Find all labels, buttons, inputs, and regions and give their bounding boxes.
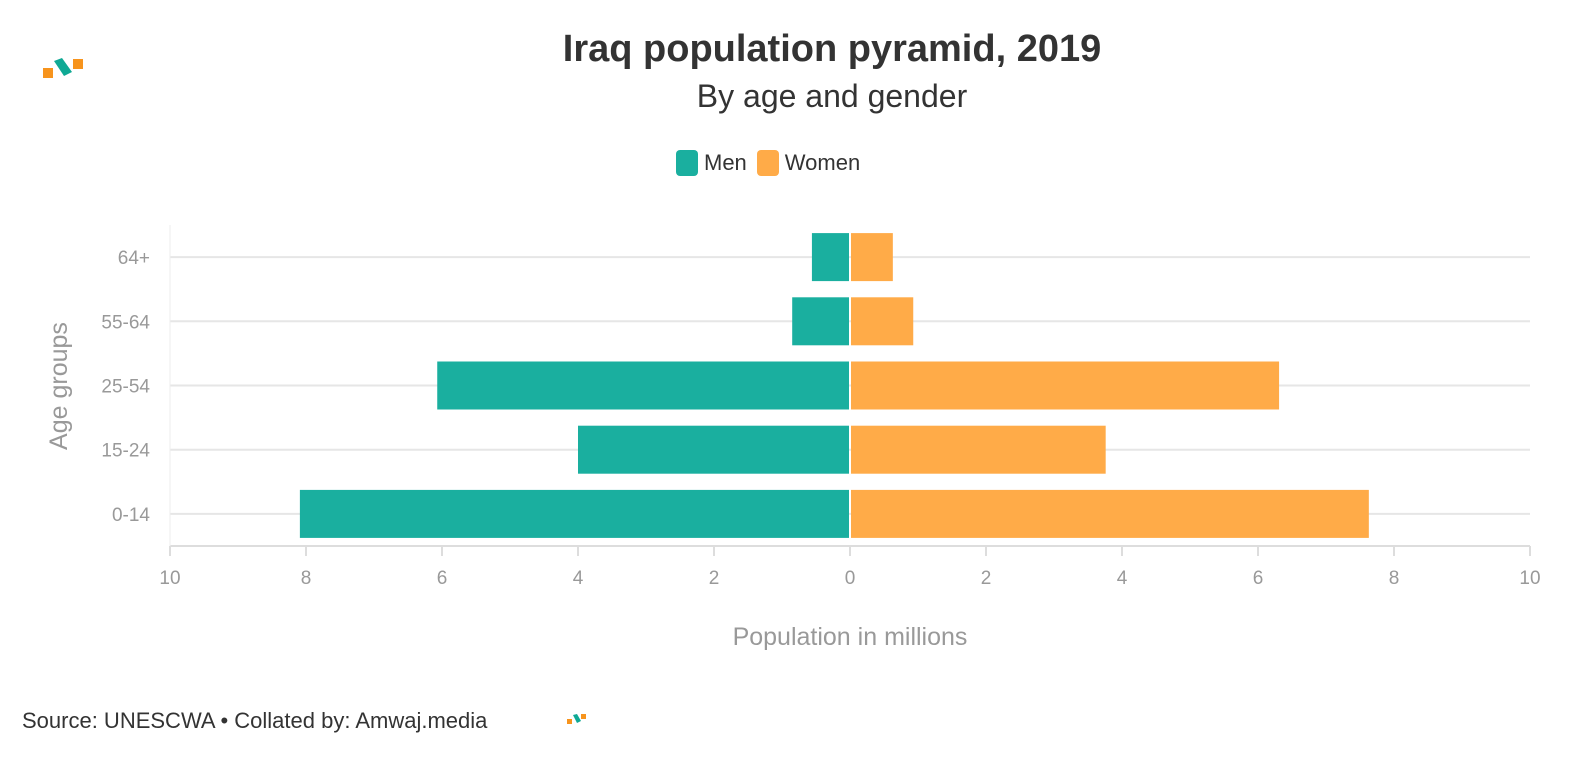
bar-men xyxy=(437,361,849,410)
x-tick-label: 6 xyxy=(1253,568,1264,589)
bar-men xyxy=(299,489,849,538)
bar-men xyxy=(578,425,849,474)
y-tick-label: 64+ xyxy=(118,248,150,269)
x-tick-label: 2 xyxy=(709,568,720,589)
bar-women xyxy=(851,233,893,282)
x-tick-label: 0 xyxy=(845,568,856,589)
x-tick-label: 4 xyxy=(1117,568,1128,589)
y-tick-label: 55-64 xyxy=(101,312,150,333)
legend: Men Women xyxy=(676,150,864,176)
y-tick-label: 0-14 xyxy=(112,505,150,526)
legend-item-women[interactable]: Women xyxy=(756,150,861,176)
legend-label-women: Women xyxy=(784,150,861,175)
legend-label-men: Men xyxy=(704,150,747,175)
bar-men xyxy=(792,297,849,346)
source-note: Source: UNESCWA • Collated by: Amwaj.med… xyxy=(22,708,488,733)
y-axis-title: Age groups xyxy=(45,322,73,450)
bar-women xyxy=(851,297,914,346)
x-tick-label: 8 xyxy=(1389,568,1400,589)
legend-swatch-men xyxy=(676,150,698,176)
chart-subtitle: By age and gender xyxy=(696,78,968,114)
logo-icon xyxy=(43,58,83,78)
x-tick-label: 10 xyxy=(1519,568,1540,589)
bar-women xyxy=(851,425,1106,474)
x-axis-title: Population in millions xyxy=(733,623,968,651)
x-tick-label: 10 xyxy=(159,568,180,589)
footer-logo-icon xyxy=(567,714,586,724)
x-tick-label: 8 xyxy=(301,568,312,589)
bar-women xyxy=(851,489,1369,538)
legend-item-men[interactable]: Men xyxy=(676,150,747,176)
y-tick-label: 15-24 xyxy=(101,441,150,462)
x-tick-label: 4 xyxy=(573,568,584,589)
legend-swatch-women xyxy=(756,150,779,176)
bar-men xyxy=(811,233,849,282)
y-tick-label: 25-54 xyxy=(101,377,150,398)
x-tick-label: 6 xyxy=(437,568,448,589)
bar-women xyxy=(851,361,1280,410)
chart-title: Iraq population pyramid, 2019 xyxy=(562,28,1102,70)
x-tick-label: 2 xyxy=(981,568,992,589)
